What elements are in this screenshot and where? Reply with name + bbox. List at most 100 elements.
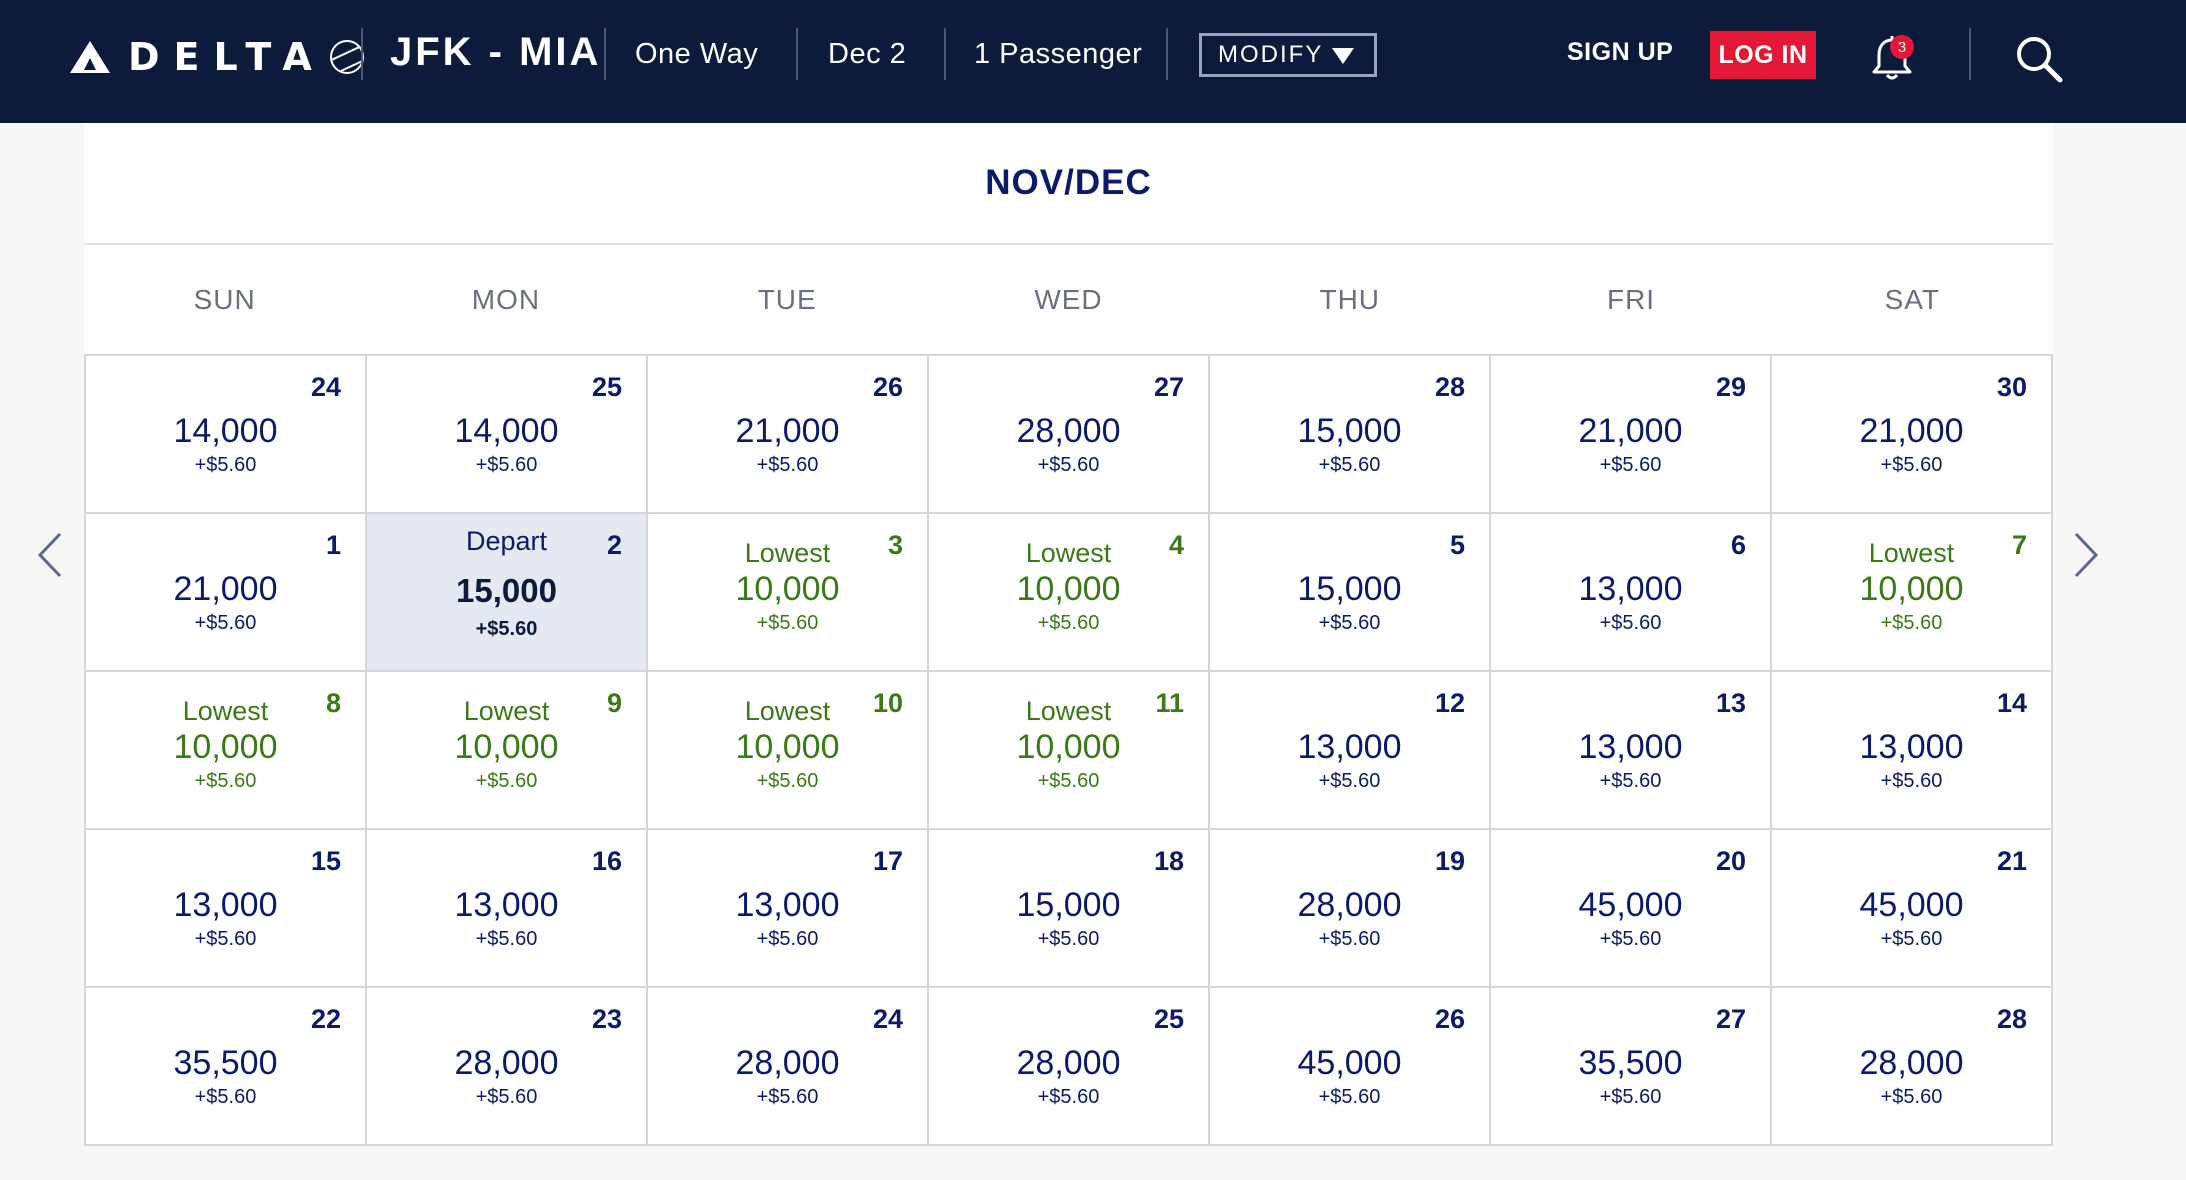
- calendar-day-cell[interactable]: 28 15,000 +$5.60: [1210, 356, 1491, 514]
- miles-price: 13,000: [454, 886, 559, 924]
- day-number: 30: [1996, 372, 2027, 402]
- taxes-fee: +$5.60: [475, 454, 538, 476]
- taxes-fee: +$5.60: [475, 770, 538, 792]
- lowest-fare-label: Lowest: [182, 696, 269, 726]
- taxes-fee: +$5.60: [1318, 612, 1381, 634]
- miles-price: 13,000: [1578, 570, 1683, 608]
- calendar-day-cell[interactable]: 12 13,000 +$5.60: [1210, 672, 1491, 830]
- calendar-day-cell[interactable]: 16 13,000 +$5.60: [367, 830, 648, 988]
- taxes-fee: +$5.60: [1880, 454, 1943, 476]
- sign-up-link[interactable]: SIGN UP: [1567, 38, 1674, 66]
- log-in-button[interactable]: LOG IN: [1710, 31, 1816, 79]
- calendar-day-cell[interactable]: 19 28,000 +$5.60: [1210, 830, 1491, 988]
- calendar-day-cell[interactable]: 17 13,000 +$5.60: [648, 830, 929, 988]
- day-number: 26: [1434, 1004, 1465, 1034]
- calendar-day-cell[interactable]: Lowest 8 10,000 +$5.60: [86, 672, 367, 830]
- calendar-day-cell[interactable]: 22 35,500 +$5.60: [86, 988, 367, 1146]
- miles-price: 10,000: [1016, 728, 1121, 766]
- day-number: 25: [591, 372, 622, 402]
- day-number: 9: [606, 688, 622, 718]
- miles-price: 13,000: [173, 886, 278, 924]
- calendar-day-cell[interactable]: Lowest 10 10,000 +$5.60: [648, 672, 929, 830]
- chevron-right-icon[interactable]: [2072, 530, 2102, 580]
- calendar-day-cell[interactable]: 27 28,000 +$5.60: [929, 356, 1210, 514]
- calendar-day-cell[interactable]: 29 21,000 +$5.60: [1491, 356, 1772, 514]
- calendar-day-cell[interactable]: 24 14,000 +$5.60: [86, 356, 367, 514]
- day-number: 23: [591, 1004, 622, 1034]
- calendar-day-cell[interactable]: 21 45,000 +$5.60: [1772, 830, 2053, 988]
- miles-price: 45,000: [1578, 886, 1683, 924]
- miles-price: 10,000: [454, 728, 559, 766]
- day-number: 11: [1155, 688, 1184, 718]
- lowest-fare-label: Lowest: [1025, 696, 1112, 726]
- miles-price: 28,000: [1016, 1044, 1121, 1082]
- day-number: 24: [872, 1004, 903, 1034]
- miles-price: 13,000: [735, 886, 840, 924]
- miles-price: 28,000: [735, 1044, 840, 1082]
- calendar-day-cell[interactable]: 26 21,000 +$5.60: [648, 356, 929, 514]
- day-number: 27: [1153, 372, 1184, 402]
- weekday-label: WED: [1034, 284, 1103, 315]
- calendar-day-cell[interactable]: Lowest 7 10,000 +$5.60: [1772, 514, 2053, 672]
- calendar-day-cell[interactable]: 27 35,500 +$5.60: [1491, 988, 1772, 1146]
- taxes-fee: +$5.60: [1599, 454, 1662, 476]
- taxes-fee: +$5.60: [1880, 1086, 1943, 1108]
- delta-logo[interactable]: DELTA: [70, 30, 364, 84]
- divider: [361, 28, 363, 80]
- calendar-month-title: NOV/DEC: [84, 123, 2053, 245]
- calendar-day-cell[interactable]: 25 28,000 +$5.60: [929, 988, 1210, 1146]
- taxes-fee: +$5.60: [756, 928, 819, 950]
- delta-widget-icon: [70, 41, 110, 73]
- taxes-fee: +$5.60: [475, 618, 538, 640]
- miles-price: 10,000: [1859, 570, 1964, 608]
- miles-price: 13,000: [1578, 728, 1683, 766]
- day-number: 19: [1434, 846, 1465, 876]
- chevron-left-icon[interactable]: [34, 530, 64, 580]
- search-icon[interactable]: [2014, 34, 2064, 84]
- day-number: 15: [310, 846, 341, 876]
- date-label: Dec 2: [828, 38, 907, 70]
- caret-down-icon: [1332, 48, 1354, 64]
- taxes-fee: +$5.60: [1037, 454, 1100, 476]
- brand-name: DELTA: [128, 35, 326, 79]
- calendar-day-cell[interactable]: 14 13,000 +$5.60: [1772, 672, 2053, 830]
- day-number: 28: [1434, 372, 1465, 402]
- calendar-day-cell[interactable]: 20 45,000 +$5.60: [1491, 830, 1772, 988]
- calendar-day-cell[interactable]: Lowest 4 10,000 +$5.60: [929, 514, 1210, 672]
- day-number: 17: [872, 846, 903, 876]
- miles-price: 28,000: [1859, 1044, 1964, 1082]
- calendar-day-cell-selected[interactable]: Depart 2 15,000 +$5.60: [367, 514, 648, 672]
- top-nav: DELTA JFK - MIA One Way Dec 2 1 Passenge…: [0, 0, 2186, 123]
- calendar-day-cell[interactable]: 5 15,000 +$5.60: [1210, 514, 1491, 672]
- lowest-fare-label: Lowest: [1025, 538, 1112, 568]
- calendar-day-cell[interactable]: 23 28,000 +$5.60: [367, 988, 648, 1146]
- calendar-day-cell[interactable]: 13 13,000 +$5.60: [1491, 672, 1772, 830]
- calendar-day-cell[interactable]: 26 45,000 +$5.60: [1210, 988, 1491, 1146]
- taxes-fee: +$5.60: [756, 1086, 819, 1108]
- calendar-day-cell[interactable]: 28 28,000 +$5.60: [1772, 988, 2053, 1146]
- miles-price: 35,500: [1578, 1044, 1683, 1082]
- miles-price: 10,000: [735, 570, 840, 608]
- day-number: 16: [591, 846, 622, 876]
- calendar-day-cell[interactable]: Lowest 11 10,000 +$5.60: [929, 672, 1210, 830]
- calendar-day-cell[interactable]: 1 21,000 +$5.60: [86, 514, 367, 672]
- modify-button[interactable]: MODIFY: [1199, 33, 1377, 77]
- miles-price: 15,000: [456, 572, 557, 609]
- weekday-label: MON: [471, 284, 541, 315]
- calendar-day-cell[interactable]: 6 13,000 +$5.60: [1491, 514, 1772, 672]
- calendar-day-cell[interactable]: 24 28,000 +$5.60: [648, 988, 929, 1146]
- calendar-day-cell[interactable]: Lowest 3 10,000 +$5.60: [648, 514, 929, 672]
- taxes-fee: +$5.60: [1318, 454, 1381, 476]
- taxes-fee: +$5.60: [1318, 1086, 1381, 1108]
- skyteam-globe-icon: [329, 40, 364, 74]
- calendar-day-cell[interactable]: Lowest 9 10,000 +$5.60: [367, 672, 648, 830]
- taxes-fee: +$5.60: [1599, 928, 1662, 950]
- day-number: 21: [1996, 846, 2027, 876]
- calendar-day-cell[interactable]: 18 15,000 +$5.60: [929, 830, 1210, 988]
- taxes-fee: +$5.60: [194, 454, 257, 476]
- miles-price: 28,000: [454, 1044, 559, 1082]
- calendar-day-cell[interactable]: 15 13,000 +$5.60: [86, 830, 367, 988]
- calendar-day-cell[interactable]: 30 21,000 +$5.60: [1772, 356, 2053, 514]
- miles-price: 45,000: [1859, 886, 1964, 924]
- calendar-day-cell[interactable]: 25 14,000 +$5.60: [367, 356, 648, 514]
